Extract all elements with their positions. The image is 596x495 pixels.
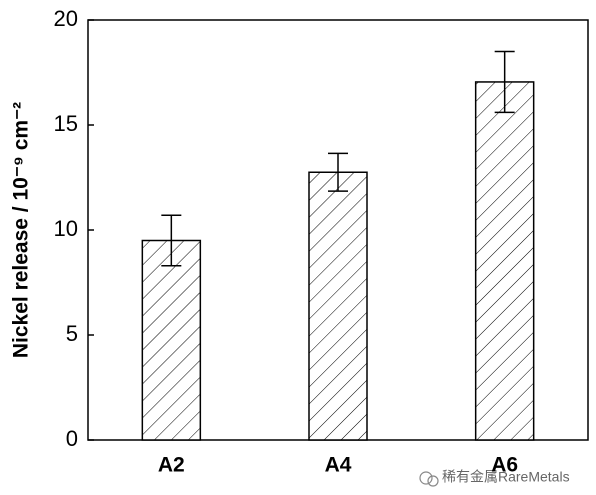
x-tick-label: A4 bbox=[325, 454, 352, 477]
y-tick-label: 15 bbox=[54, 111, 78, 136]
y-tick-label: 5 bbox=[66, 321, 78, 346]
bar bbox=[474, 81, 535, 441]
bar bbox=[308, 171, 368, 441]
error-bar bbox=[328, 152, 348, 192]
x-tick-label: A2 bbox=[158, 454, 185, 477]
watermark-icon bbox=[419, 471, 439, 487]
bar bbox=[141, 239, 202, 441]
y-axis-label: Nickel release / 10⁻⁹ cm⁻² bbox=[10, 102, 33, 358]
x-tick-label: A6 bbox=[491, 454, 518, 477]
watermark: 稀有金属RareMetals bbox=[442, 469, 570, 485]
y-tick-label: 20 bbox=[54, 6, 78, 31]
error-bar bbox=[161, 214, 182, 267]
y-tick-label: 10 bbox=[54, 216, 78, 241]
error-bar bbox=[494, 50, 515, 114]
y-tick-label: 0 bbox=[66, 426, 78, 451]
